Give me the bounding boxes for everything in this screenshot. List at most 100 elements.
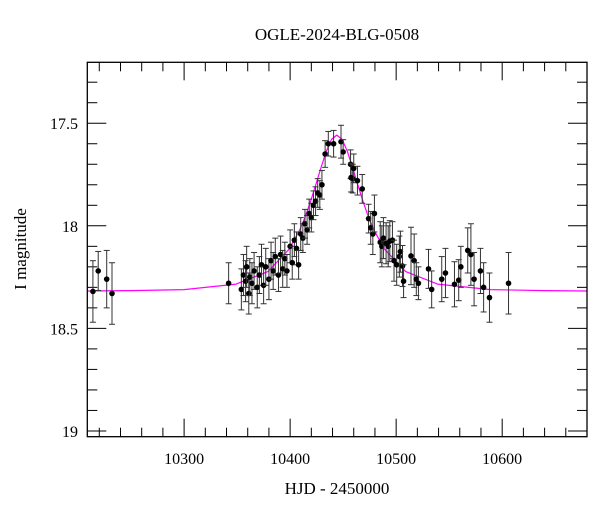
data-marker <box>340 149 346 155</box>
data-point <box>505 251 512 315</box>
plot-frame <box>86 61 588 438</box>
data-marker <box>312 198 319 204</box>
data-point <box>225 262 232 305</box>
data-marker <box>277 251 284 258</box>
x-axis-label: HJD - 2450000 <box>285 479 390 498</box>
data-point <box>262 247 269 286</box>
data-point <box>415 266 422 301</box>
data-marker <box>442 270 449 276</box>
data-marker <box>438 276 445 282</box>
data-marker <box>477 268 484 274</box>
x-tick-label: 10500 <box>376 451 416 468</box>
y-tick-label: 19 <box>62 424 78 441</box>
data-marker <box>103 276 110 282</box>
data-marker <box>338 138 344 145</box>
data-marker <box>486 294 493 301</box>
data-marker <box>251 268 257 274</box>
data-point <box>89 260 96 323</box>
data-marker <box>317 192 323 198</box>
data-marker <box>471 276 477 282</box>
data-marker <box>428 286 435 293</box>
data-point <box>378 225 385 268</box>
chart-title: OGLE-2024-BLG-0508 <box>255 25 419 44</box>
data-marker <box>275 272 282 278</box>
data-marker <box>350 165 357 172</box>
data-marker <box>258 261 265 268</box>
data-marker <box>349 175 356 182</box>
data-marker <box>90 288 96 295</box>
data-marker <box>238 286 245 293</box>
data-point <box>354 165 361 196</box>
data-point <box>306 198 313 229</box>
x-tick-label: 10300 <box>164 451 204 468</box>
data-marker <box>455 277 462 283</box>
data-marker <box>451 281 458 288</box>
data-point <box>377 221 384 264</box>
data-marker <box>400 278 407 284</box>
data-marker <box>396 253 403 260</box>
data-marker <box>249 280 255 287</box>
y-tick-label: 18 <box>62 219 78 236</box>
data-marker <box>304 227 310 233</box>
data-marker <box>370 231 376 237</box>
data-marker <box>243 264 250 270</box>
data-point <box>380 217 387 260</box>
data-point <box>318 169 325 200</box>
data-marker <box>319 181 325 188</box>
data-marker <box>371 210 378 217</box>
data-marker <box>468 251 474 258</box>
tick-labels: 10300 10400 10500 10600 17.5 18 18.5 19 <box>50 116 522 468</box>
x-tick-label: 10400 <box>270 451 310 468</box>
data-marker <box>408 253 414 259</box>
data-marker <box>254 284 261 291</box>
data-point <box>256 256 263 295</box>
data-point <box>438 256 445 303</box>
data-point <box>407 226 414 286</box>
data-point <box>467 223 474 286</box>
data-point <box>425 248 432 289</box>
data-marker <box>268 257 274 264</box>
data-point <box>308 202 315 233</box>
data-marker <box>295 261 302 268</box>
data-marker <box>425 266 432 272</box>
data-marker <box>367 225 374 231</box>
data-point <box>391 239 398 282</box>
data-marker <box>464 247 471 254</box>
model-curve <box>87 134 588 292</box>
data-point <box>393 243 400 286</box>
data-point <box>464 227 471 274</box>
data-marker <box>359 186 366 192</box>
data-point <box>246 258 253 297</box>
data-point <box>471 251 478 307</box>
data-point <box>480 262 487 313</box>
data-marker <box>411 257 417 264</box>
data-point <box>291 223 298 258</box>
data-marker <box>302 220 308 227</box>
data-point <box>330 129 337 158</box>
data-marker <box>95 268 102 274</box>
data-marker <box>325 140 332 147</box>
data-marker <box>399 263 406 269</box>
data-point <box>442 247 449 299</box>
data-marker <box>354 177 361 184</box>
data-point <box>350 153 357 184</box>
y-tick-label: 18.5 <box>50 321 78 338</box>
data-point <box>486 272 493 323</box>
data-point <box>428 270 435 309</box>
data-marker <box>225 280 232 287</box>
data-marker <box>262 264 269 270</box>
data-marker <box>365 215 372 222</box>
data-marker <box>458 264 464 270</box>
data-point <box>301 208 308 239</box>
data-marker <box>109 290 115 297</box>
data-point <box>95 250 102 291</box>
data-marker <box>308 214 315 221</box>
axis-ticks <box>87 62 588 437</box>
data-marker <box>270 268 276 274</box>
data-point <box>371 194 378 233</box>
data-point <box>400 264 407 299</box>
data-marker <box>289 259 296 266</box>
data-marker <box>272 253 279 260</box>
data-points-group <box>89 124 512 325</box>
